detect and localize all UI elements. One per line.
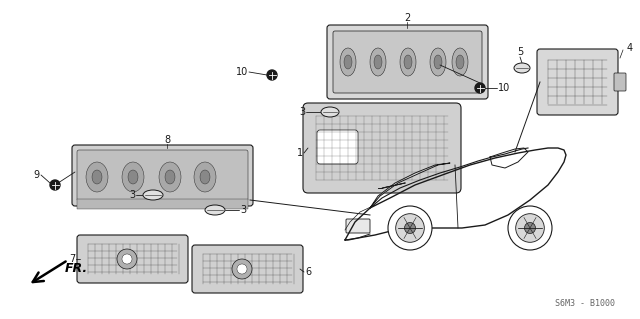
Text: 10: 10 [236,67,248,77]
Ellipse shape [321,107,339,117]
Circle shape [396,214,424,242]
FancyBboxPatch shape [72,145,253,206]
Text: 3: 3 [129,190,135,200]
Text: 4: 4 [627,43,633,53]
FancyBboxPatch shape [537,49,618,115]
Text: 3: 3 [240,205,246,215]
Ellipse shape [194,162,216,192]
Ellipse shape [370,48,386,76]
Circle shape [267,70,277,80]
Ellipse shape [452,48,468,76]
Text: 7: 7 [68,254,75,264]
Text: 5: 5 [517,47,523,57]
FancyBboxPatch shape [192,245,303,293]
Ellipse shape [122,162,144,192]
FancyBboxPatch shape [77,235,188,283]
Ellipse shape [200,170,210,184]
Circle shape [122,254,132,264]
FancyBboxPatch shape [614,73,626,91]
Ellipse shape [434,55,442,69]
Text: 6: 6 [305,267,311,277]
Ellipse shape [404,55,412,69]
Ellipse shape [374,55,382,69]
Circle shape [237,264,247,274]
Circle shape [117,249,137,269]
FancyBboxPatch shape [333,31,482,93]
FancyBboxPatch shape [346,219,370,233]
Ellipse shape [86,162,108,192]
Text: 1: 1 [297,148,303,158]
Circle shape [475,83,485,93]
Text: 3: 3 [299,107,305,117]
Ellipse shape [92,170,102,184]
Text: 10: 10 [498,83,510,93]
FancyBboxPatch shape [77,150,248,201]
Circle shape [404,222,415,234]
Circle shape [232,259,252,279]
Text: 2: 2 [404,13,410,23]
Ellipse shape [514,63,530,73]
FancyBboxPatch shape [317,130,358,164]
Ellipse shape [344,55,352,69]
Text: 8: 8 [164,135,170,145]
Circle shape [50,180,60,190]
Ellipse shape [340,48,356,76]
Polygon shape [370,163,450,208]
Circle shape [516,214,544,242]
FancyBboxPatch shape [303,103,461,193]
FancyBboxPatch shape [77,199,248,209]
Ellipse shape [456,55,464,69]
Circle shape [388,206,432,250]
Text: FR.: FR. [65,262,88,275]
Ellipse shape [143,190,163,200]
Ellipse shape [430,48,446,76]
Circle shape [508,206,552,250]
Circle shape [525,222,536,234]
Ellipse shape [400,48,416,76]
Ellipse shape [159,162,181,192]
Text: 9: 9 [34,170,40,180]
FancyBboxPatch shape [327,25,488,99]
Ellipse shape [128,170,138,184]
Text: S6M3 - B1000: S6M3 - B1000 [555,299,615,308]
Ellipse shape [205,205,225,215]
Ellipse shape [165,170,175,184]
